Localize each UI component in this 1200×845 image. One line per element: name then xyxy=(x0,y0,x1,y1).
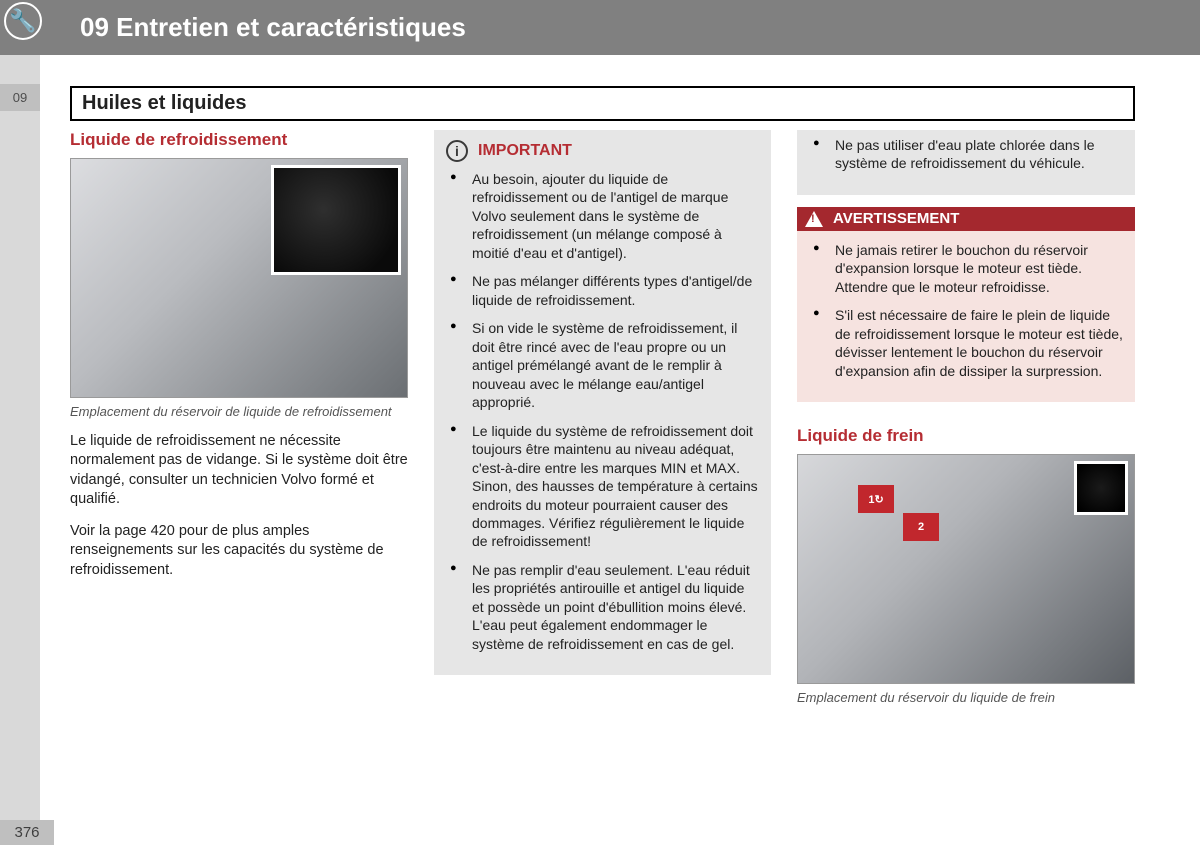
brake-figure: 1↻ 2 xyxy=(797,454,1135,684)
column-2: i IMPORTANT Au besoin, ajouter du liquid… xyxy=(434,130,771,706)
coolant-caption: Emplacement du réservoir de liquide de r… xyxy=(70,404,408,420)
important-title: IMPORTANT xyxy=(478,142,572,160)
info-icon: i xyxy=(446,140,468,162)
important-box: i IMPORTANT Au besoin, ajouter du liquid… xyxy=(434,130,771,675)
warning-item: Ne jamais retirer le bouchon du réservoi… xyxy=(813,241,1123,296)
coolant-p1: Le liquide de refroidissement ne nécessi… xyxy=(70,432,408,510)
important-header: i IMPORTANT xyxy=(446,140,759,162)
coolant-p2: Voir la page 420 pour de plus amples ren… xyxy=(70,522,408,581)
warning-item: S'il est nécessaire de faire le plein de… xyxy=(813,306,1123,380)
wrench-icon: 🔧 xyxy=(4,2,42,40)
coolant-figure xyxy=(70,158,408,398)
important-box-continued: Ne pas utiliser d'eau plate chlorée dans… xyxy=(797,130,1135,195)
important-list-continued: Ne pas utiliser d'eau plate chlorée dans… xyxy=(809,136,1123,173)
chapter-title: 09 Entretien et caractéristiques xyxy=(80,12,466,43)
important-list: Au besoin, ajouter du liquide de refroid… xyxy=(446,170,759,653)
column-3: Ne pas utiliser d'eau plate chlorée dans… xyxy=(797,130,1135,706)
brake-heading: Liquide de frein xyxy=(797,426,1135,446)
important-item: Le liquide du système de refroidissement… xyxy=(450,422,759,551)
important-item: Au besoin, ajouter du liquide de refroid… xyxy=(450,170,759,262)
coolant-inset xyxy=(271,165,401,275)
page-number: 376 xyxy=(0,820,54,845)
warning-box: AVERTISSEMENT Ne jamais retirer le bouch… xyxy=(797,207,1135,402)
content-columns: Liquide de refroidissement Emplacement d… xyxy=(70,130,1135,706)
chapter-tab: 09 xyxy=(0,84,40,111)
warning-title: AVERTISSEMENT xyxy=(833,210,959,227)
important-item: Ne pas mélanger différents types d'antig… xyxy=(450,272,759,309)
important-item: Ne pas remplir d'eau seulement. L'eau ré… xyxy=(450,561,759,653)
important-item: Si on vide le système de refroidissement… xyxy=(450,319,759,411)
section-title: Huiles et liquides xyxy=(70,86,1135,121)
coolant-heading: Liquide de refroidissement xyxy=(70,130,408,150)
important-item: Ne pas utiliser d'eau plate chlorée dans… xyxy=(813,136,1123,173)
left-margin-strip xyxy=(0,0,40,845)
warning-triangle-icon xyxy=(805,211,823,227)
arrow-2-icon: 2 xyxy=(903,513,939,541)
warning-header: AVERTISSEMENT xyxy=(797,207,1135,231)
chapter-header: 🔧 09 Entretien et caractéristiques xyxy=(0,0,1200,55)
brake-inset xyxy=(1074,461,1128,515)
arrow-1-icon: 1↻ xyxy=(858,485,894,513)
brake-caption: Emplacement du réservoir du liquide de f… xyxy=(797,690,1135,706)
column-1: Liquide de refroidissement Emplacement d… xyxy=(70,130,408,706)
warning-list: Ne jamais retirer le bouchon du réservoi… xyxy=(809,241,1123,380)
